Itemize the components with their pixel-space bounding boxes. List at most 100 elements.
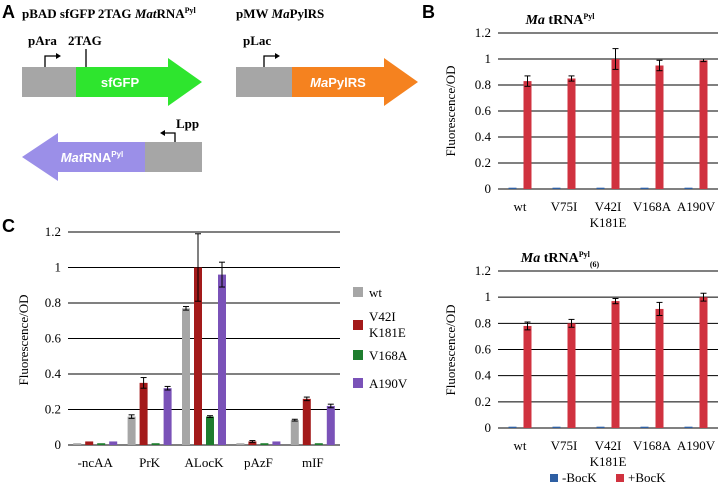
x-tick-label: K181E — [590, 215, 627, 230]
legend-c-label-v42i: V42I — [369, 309, 396, 324]
chart-b-top-gridlines — [498, 32, 718, 190]
legend-c: wt V42I K181E V168A A190V — [353, 285, 408, 391]
x-tick-label: V42I — [595, 438, 622, 453]
panel-letter-a: A — [2, 2, 15, 22]
gene-arrow-trna — [22, 133, 145, 181]
bar-bock-v75i — [567, 323, 576, 428]
y-tick-label: 0.8 — [45, 295, 61, 310]
promoter-arrowhead-lpp — [160, 130, 165, 136]
legend-c-swatch-a190v — [353, 378, 363, 388]
bar-bock-wt — [508, 426, 517, 428]
gene-label-sfgfp: sfGFP — [101, 75, 140, 90]
y-tick-label: 1 — [485, 51, 492, 66]
y-tick-label: 0.2 — [475, 394, 491, 409]
x-tick-label: wt — [514, 199, 527, 214]
bar-bock-v168a — [655, 308, 664, 428]
chart-b-bottom-yticks: 0 0.2 0.4 0.6 0.8 1 1.2 — [475, 263, 492, 435]
x-tick-label: K181E — [590, 454, 627, 469]
x-tick-label: V168A — [633, 199, 672, 214]
legend-c-swatch-v42i-k181e — [353, 320, 363, 330]
legend-c-swatch-wt — [353, 287, 363, 297]
legend-swatch-minus-bock — [550, 474, 558, 482]
bar-bock-wt — [508, 187, 517, 189]
chart-c-ylabel: Fluorescence/OD — [16, 295, 31, 386]
legend-label-plus-bock: +BocK — [628, 470, 666, 485]
chart-b-bottom-gridlines — [498, 270, 718, 429]
panel-letter-c: C — [2, 216, 15, 236]
bar-bock-wt — [523, 81, 532, 189]
chart-c-xlabels: -ncAA PrK ALocK pAzF mIF — [78, 455, 324, 470]
x-tick-label: V168A — [633, 438, 672, 453]
bar-v168a-alock — [206, 416, 214, 445]
y-tick-label: 0.4 — [45, 366, 62, 381]
y-tick-label: 0.6 — [475, 342, 492, 357]
bar-bock-v42i-k181e — [596, 426, 605, 428]
codon-label-2tag: 2TAG — [68, 33, 102, 48]
y-tick-label: 0.8 — [475, 315, 491, 330]
gene-label-pylrs: MaPylRS — [310, 75, 366, 90]
bar-a190v-mif — [326, 405, 335, 445]
x-tick-label: V75I — [551, 438, 578, 453]
promoter-arrowhead-para — [56, 53, 61, 59]
x-tick-label: A190V — [677, 438, 716, 453]
legend-swatch-plus-bock — [616, 474, 624, 482]
bar-bock-v42i-k181e — [611, 301, 620, 428]
x-tick-label: mIF — [302, 455, 324, 470]
y-tick-label: 0 — [485, 420, 492, 435]
bar-bock-a190v — [699, 60, 708, 189]
construct-pylrs-title: pMW MaPylRS — [236, 6, 324, 21]
y-tick-label: 1.2 — [475, 25, 491, 40]
chart-b-top-ylabel: Fluorescence/OD — [443, 66, 458, 157]
y-tick-label: 0.4 — [475, 368, 492, 383]
y-tick-label: 0.6 — [475, 103, 492, 118]
x-tick-label: -ncAA — [78, 455, 114, 470]
bar-bock-v42i-k181e — [596, 187, 605, 189]
bar-v42i-k181e-alock — [194, 267, 202, 445]
legend-label-minus-bock: -BocK — [562, 470, 597, 485]
bar-a190v-prk — [163, 388, 172, 445]
backbone-segment-c — [145, 142, 202, 172]
bar-bock-v75i — [552, 426, 561, 428]
promoter-label-lpp: Lpp — [176, 116, 199, 131]
bar-v168a-ncaa — [97, 443, 106, 445]
bar-v168a-prk — [151, 443, 160, 445]
gene-label-trna: MatRNAPyl — [61, 150, 124, 165]
bar-bock-v168a — [640, 426, 649, 428]
construct-sfgfp: pBAD sfGFP 2TAG MatRNAPyl pAra 2TAG sfGF… — [22, 6, 202, 106]
bar-wt-alock — [182, 308, 190, 445]
y-tick-label: 1 — [55, 260, 62, 275]
bar-wt-prk — [127, 416, 136, 445]
x-tick-label: ALocK — [185, 455, 225, 470]
backbone-segment-b — [236, 67, 292, 97]
backbone-segment-a — [22, 67, 76, 97]
chart-c-bars — [73, 233, 335, 445]
bar-v168a-mif — [314, 443, 323, 445]
x-tick-label: PrK — [139, 455, 161, 470]
bar-bock-v168a — [640, 187, 649, 189]
promoter-arrow-para — [44, 55, 56, 67]
y-tick-label: 0.4 — [475, 129, 492, 144]
legend-c-label-wt: wt — [369, 285, 382, 300]
panel-letter-b: B — [422, 2, 435, 22]
x-tick-label: A190V — [677, 199, 716, 214]
bar-wt-pazf — [236, 443, 245, 445]
bar-a190v-ncaa — [109, 441, 118, 445]
gene-arrow-pylrs — [292, 58, 418, 106]
chart-b-top-bars — [508, 48, 708, 189]
bar-bock-a190v — [684, 426, 693, 428]
y-tick-label: 1.2 — [45, 224, 61, 239]
bar-wt-ncaa — [73, 443, 82, 445]
bar-bock-v75i — [552, 187, 561, 189]
x-tick-label: V42I — [595, 199, 622, 214]
bar-bock-v75i — [567, 78, 576, 189]
bar-v42i-k181e-mif — [302, 398, 311, 445]
bar-a190v-pazf — [272, 441, 281, 445]
bar-v42i-k181e-pazf — [248, 441, 257, 445]
y-tick-label: 0.2 — [475, 155, 491, 170]
y-tick-label: 0 — [485, 181, 492, 196]
y-tick-label: 0.8 — [475, 77, 491, 92]
promoter-arrow-plac — [263, 55, 275, 67]
gene-arrow-sfgfp — [76, 58, 202, 106]
bar-bock-a190v — [699, 297, 708, 428]
